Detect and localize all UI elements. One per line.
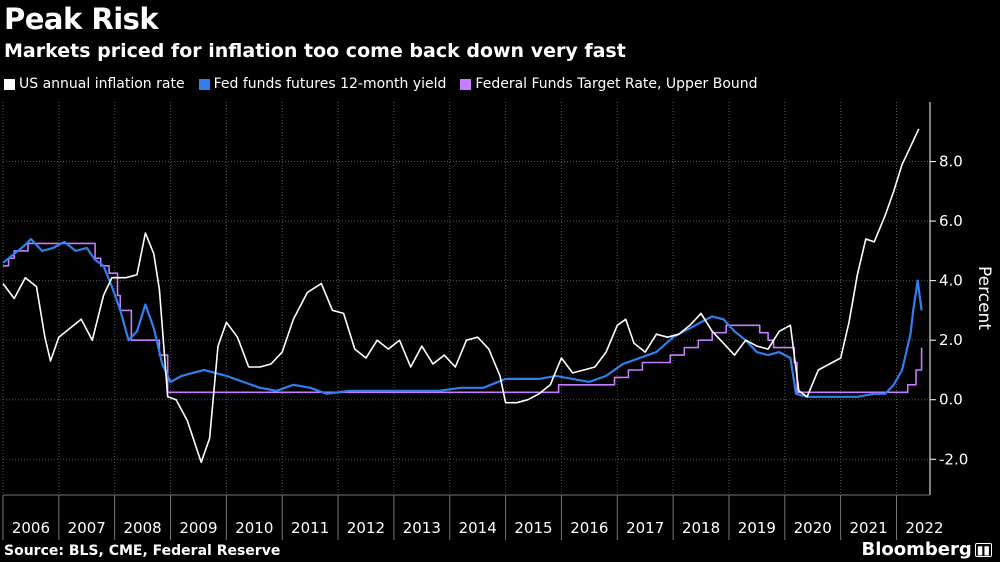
x-tick-label-2012: 2012 [347, 519, 385, 537]
series-line-futures [2, 237, 923, 398]
brand-logo: Bloomberg ▮▮ [862, 539, 992, 560]
y-tick-label-2.0: 2.0 [939, 331, 963, 349]
x-tick-label-2016: 2016 [570, 519, 608, 537]
x-tick-label-2008: 2008 [124, 519, 162, 537]
legend-item-inflation: US annual inflation rate [4, 76, 185, 92]
legend-label-futures: Fed funds futures 12-month yield [213, 76, 447, 92]
legend-swatch-futures [198, 78, 210, 90]
series-layer [2, 128, 923, 464]
x-tick-label-2015: 2015 [514, 519, 552, 537]
y-tick-label-8.0: 8.0 [939, 153, 963, 171]
chart-subtitle: Markets priced for inflation too come ba… [4, 40, 626, 62]
x-tick-label-2020: 2020 [794, 519, 832, 537]
y-tick-label--2.0: -2.0 [939, 450, 968, 468]
source-note: Source: BLS, CME, Federal Reserve [4, 543, 281, 559]
legend-label-target-rate: Federal Funds Target Rate, Upper Bound [475, 76, 758, 92]
x-tick-label-2019: 2019 [738, 519, 776, 537]
y-tick-label-4.0: 4.0 [939, 272, 963, 290]
x-tick-label-2011: 2011 [291, 519, 329, 537]
legend: US annual inflation rate Fed funds futur… [4, 76, 758, 92]
y-tick-label-0.0: 0.0 [939, 391, 963, 409]
x-tick-label-2006: 2006 [12, 519, 50, 537]
brand-name: Bloomberg [861, 539, 972, 560]
x-tick-label-2017: 2017 [626, 519, 664, 537]
chart-title: Peak Risk [4, 2, 159, 36]
x-tick-label-2018: 2018 [682, 519, 720, 537]
legend-label-inflation: US annual inflation rate [19, 76, 185, 92]
legend-item-target-rate: Federal Funds Target Rate, Upper Bound [460, 76, 758, 92]
legend-swatch-inflation [4, 78, 15, 90]
y-axis-label: Percent [974, 266, 994, 330]
series-line-target-rate [3, 242, 923, 394]
grid [2, 102, 930, 495]
x-tick-label-2014: 2014 [459, 519, 497, 537]
x-tick-label-2013: 2013 [403, 519, 441, 537]
y-tick-label-6.0: 6.0 [939, 212, 963, 230]
x-tick-label-2010: 2010 [235, 519, 273, 537]
x-tick-label-2009: 2009 [179, 519, 217, 537]
legend-item-futures: Fed funds futures 12-month yield [198, 76, 447, 92]
x-tick-label-2021: 2021 [849, 519, 887, 537]
x-tick-label-2022: 2022 [905, 519, 943, 537]
x-tick-label-2007: 2007 [68, 519, 106, 537]
legend-swatch-target-rate [460, 78, 472, 90]
series-line-inflation [2, 128, 920, 464]
bar-chart-icon: ▮▮ [974, 542, 992, 557]
axes: 2006 2007 2008 2009 2010 2011 2012 2013 2014 2015… [2, 102, 968, 540]
